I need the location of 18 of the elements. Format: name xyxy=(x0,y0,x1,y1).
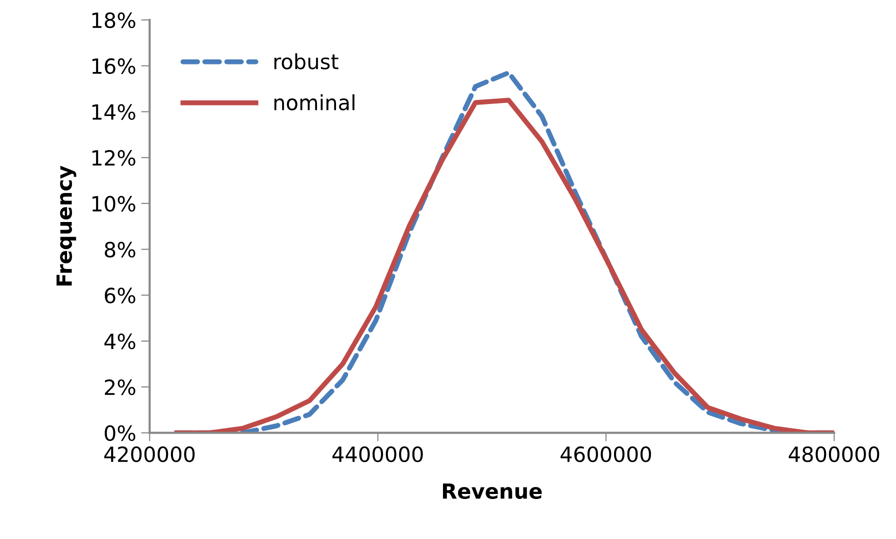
x-tick-label: 4800000 xyxy=(788,446,880,462)
y-tick-label: 6% xyxy=(104,288,136,304)
y-tick-label: 16% xyxy=(92,58,136,74)
y-tick-label: 10% xyxy=(92,196,136,212)
x-tick-label: 4600000 xyxy=(560,446,651,462)
x-axis-title: Revenue xyxy=(442,483,542,499)
y-tick-label: 2% xyxy=(104,379,136,396)
y-axis-title: Frequency xyxy=(56,166,76,286)
y-tick-label: 12% xyxy=(92,150,136,166)
y-tick-label: 8% xyxy=(104,242,136,258)
y-tick-label: 18% xyxy=(92,12,136,28)
x-tick-label: 4400000 xyxy=(332,446,423,462)
legend-label: robust xyxy=(274,53,338,70)
y-tick-label: 4% xyxy=(104,334,136,350)
x-tick-label: 4200000 xyxy=(104,446,195,462)
legend-label: nominal xyxy=(274,94,354,110)
y-tick-label: 14% xyxy=(92,104,136,120)
y-tick-label: 0% xyxy=(104,425,136,442)
